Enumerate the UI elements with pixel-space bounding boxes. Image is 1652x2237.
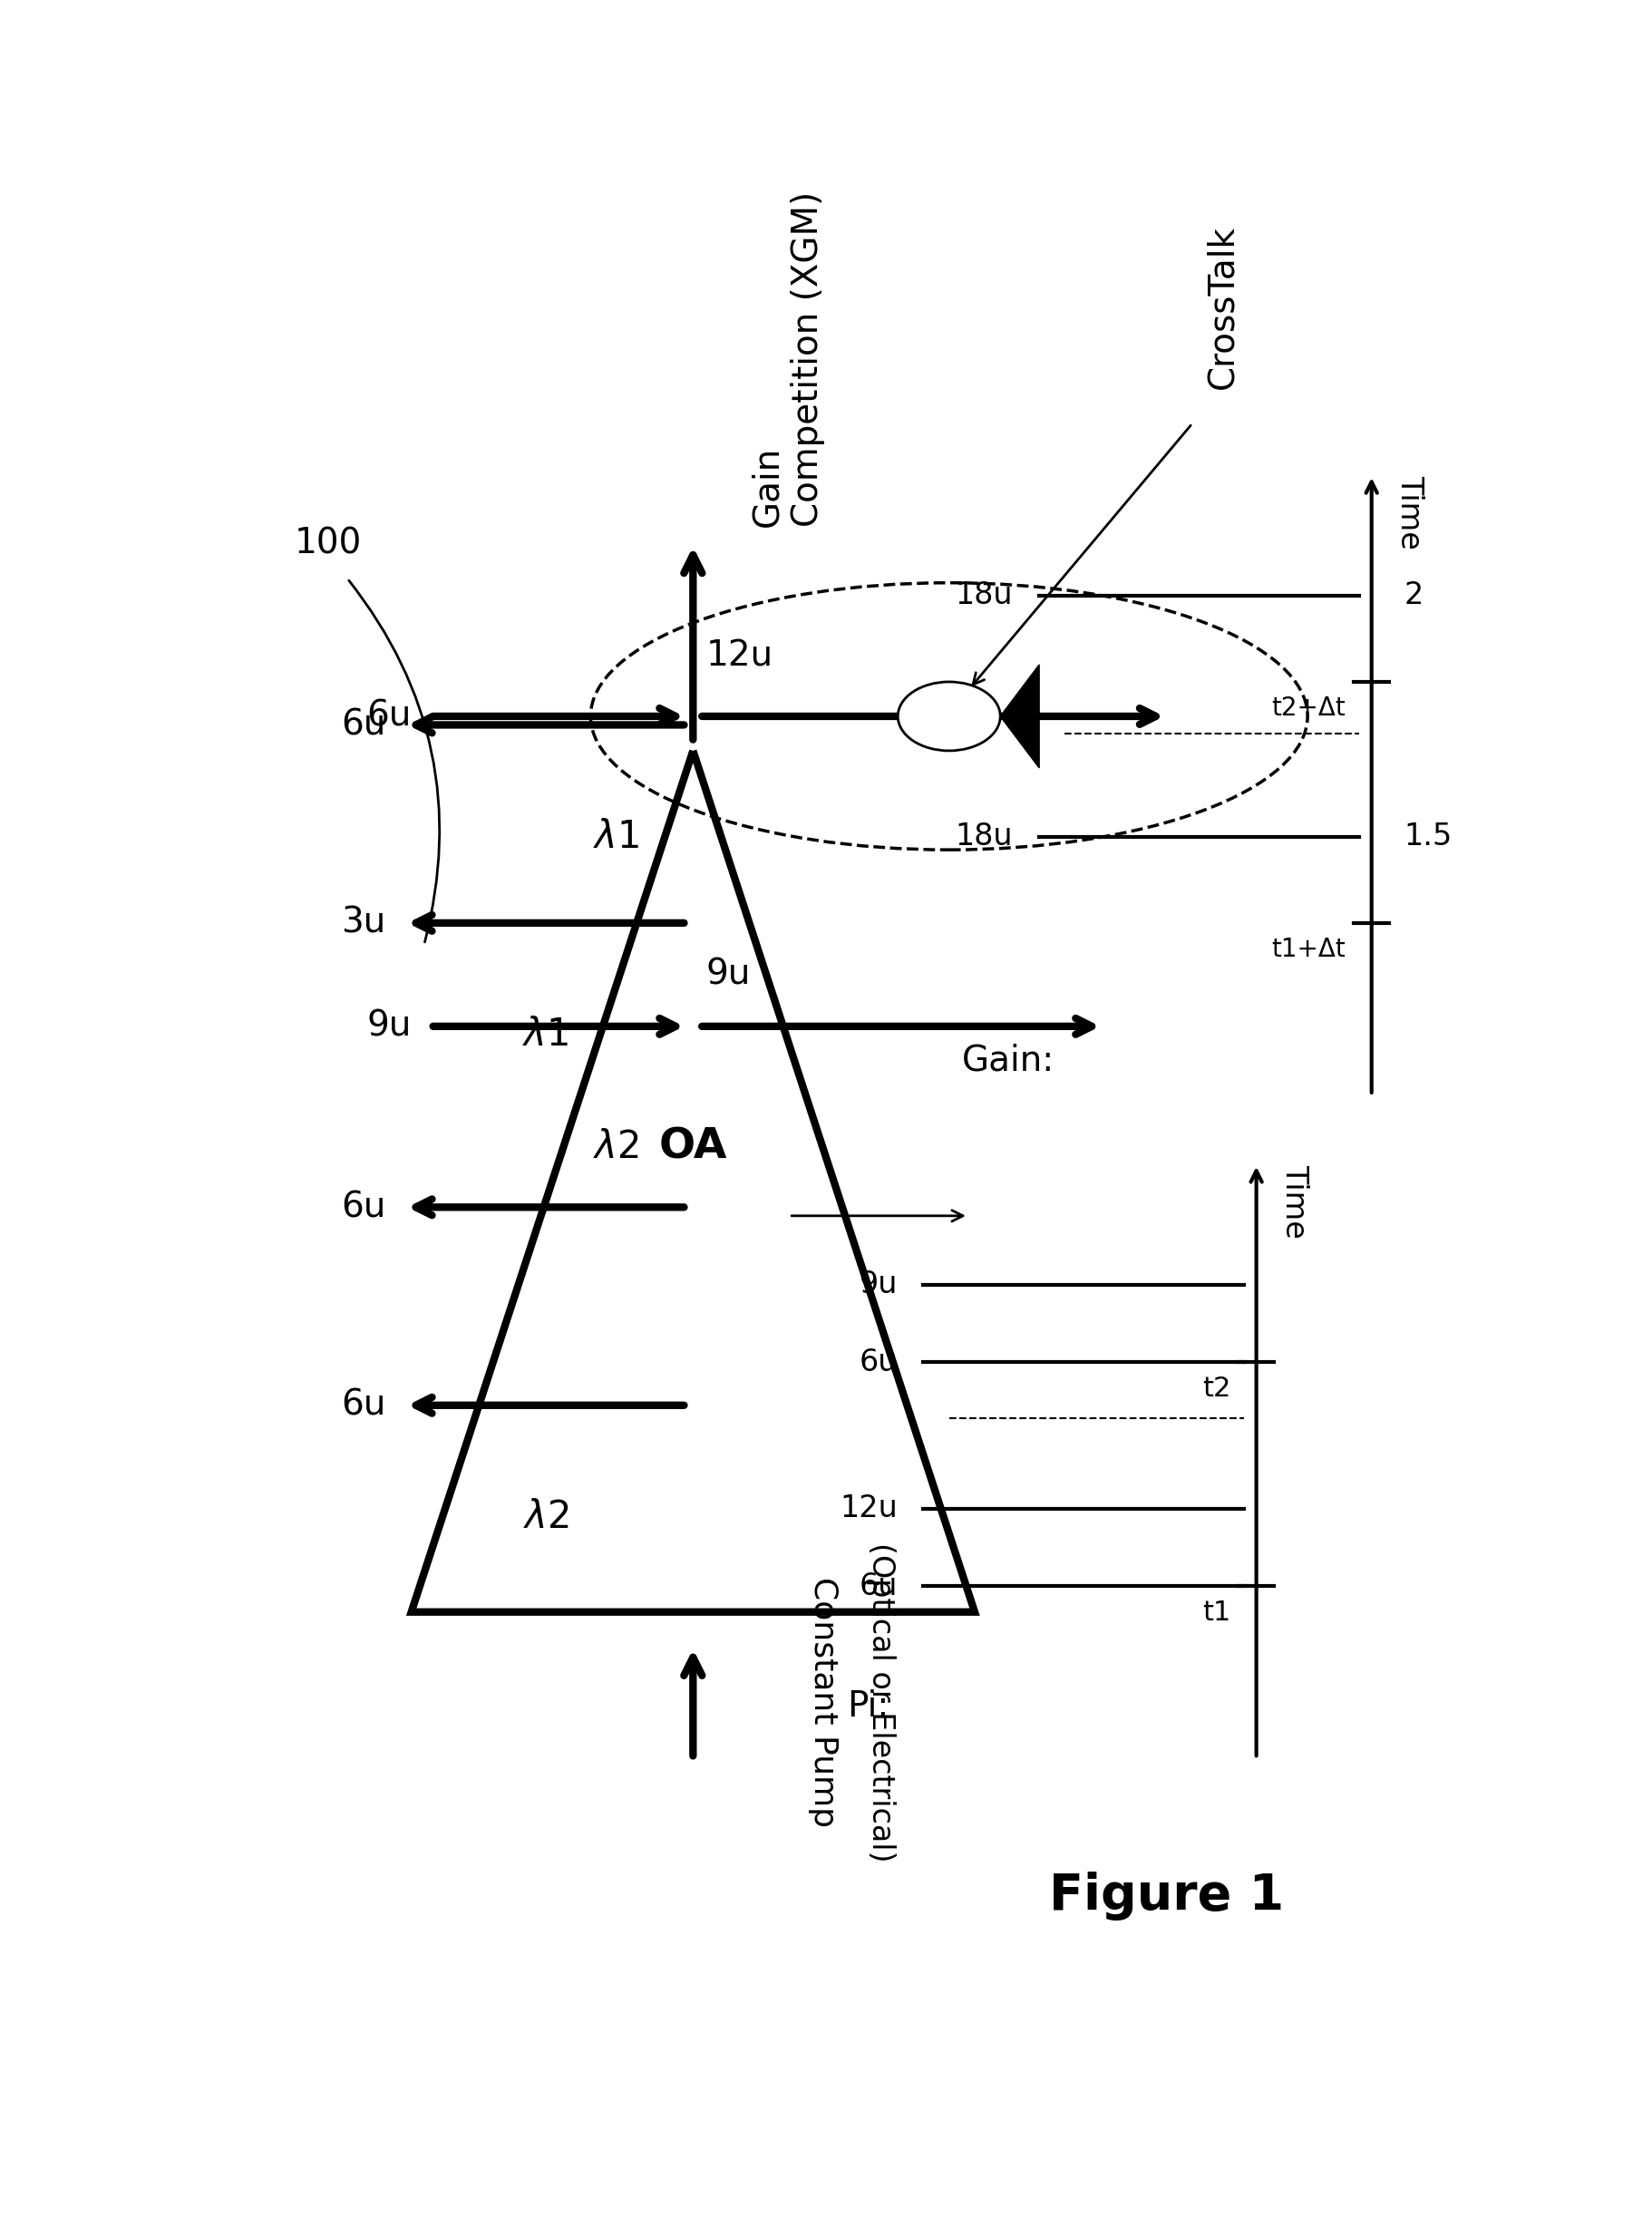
Text: 9u: 9u bbox=[367, 1009, 411, 1045]
Text: $\lambda$2: $\lambda$2 bbox=[522, 1499, 568, 1537]
Text: 12u: 12u bbox=[841, 1494, 899, 1523]
Ellipse shape bbox=[899, 682, 1001, 752]
Text: t2+Δt: t2+Δt bbox=[1272, 696, 1346, 720]
Text: 9u: 9u bbox=[705, 957, 750, 991]
Polygon shape bbox=[1001, 664, 1039, 767]
Text: $\lambda$1: $\lambda$1 bbox=[522, 1016, 568, 1054]
Text: t1: t1 bbox=[1203, 1599, 1231, 1626]
Text: 6u: 6u bbox=[859, 1570, 899, 1602]
Text: $\lambda$2: $\lambda$2 bbox=[593, 1127, 639, 1165]
Text: 6u: 6u bbox=[367, 698, 411, 734]
Text: t1+Δt: t1+Δt bbox=[1272, 937, 1346, 962]
Text: 6u: 6u bbox=[340, 1190, 387, 1224]
Text: OA: OA bbox=[659, 1127, 727, 1168]
Text: t2: t2 bbox=[1203, 1376, 1231, 1403]
Text: Time: Time bbox=[1394, 474, 1424, 550]
Text: 2: 2 bbox=[1404, 582, 1422, 611]
Text: 9u: 9u bbox=[859, 1271, 899, 1300]
Text: Time: Time bbox=[1279, 1163, 1310, 1239]
Text: Gain:: Gain: bbox=[961, 1042, 1054, 1078]
Text: 6u: 6u bbox=[859, 1347, 899, 1378]
Text: Constant Pump: Constant Pump bbox=[808, 1577, 839, 1828]
Text: 6u: 6u bbox=[340, 1387, 387, 1423]
Text: 3u: 3u bbox=[340, 906, 387, 940]
Text: 12u: 12u bbox=[705, 640, 773, 673]
Text: (Optical or Electrical): (Optical or Electrical) bbox=[866, 1544, 895, 1861]
Text: 100: 100 bbox=[294, 526, 362, 561]
Text: 18u: 18u bbox=[955, 582, 1013, 611]
Text: 18u: 18u bbox=[955, 821, 1013, 852]
Text: 6u: 6u bbox=[340, 707, 387, 743]
Text: CrossTalk: CrossTalk bbox=[1206, 226, 1239, 389]
Text: 1.5: 1.5 bbox=[1404, 821, 1452, 852]
Text: Gain
Competition (XGM): Gain Competition (XGM) bbox=[750, 190, 824, 528]
Text: $\lambda$1: $\lambda$1 bbox=[593, 819, 639, 857]
Text: Figure 1: Figure 1 bbox=[1049, 1872, 1284, 1922]
FancyArrowPatch shape bbox=[349, 579, 439, 942]
Text: Pi:: Pi: bbox=[846, 1689, 889, 1725]
